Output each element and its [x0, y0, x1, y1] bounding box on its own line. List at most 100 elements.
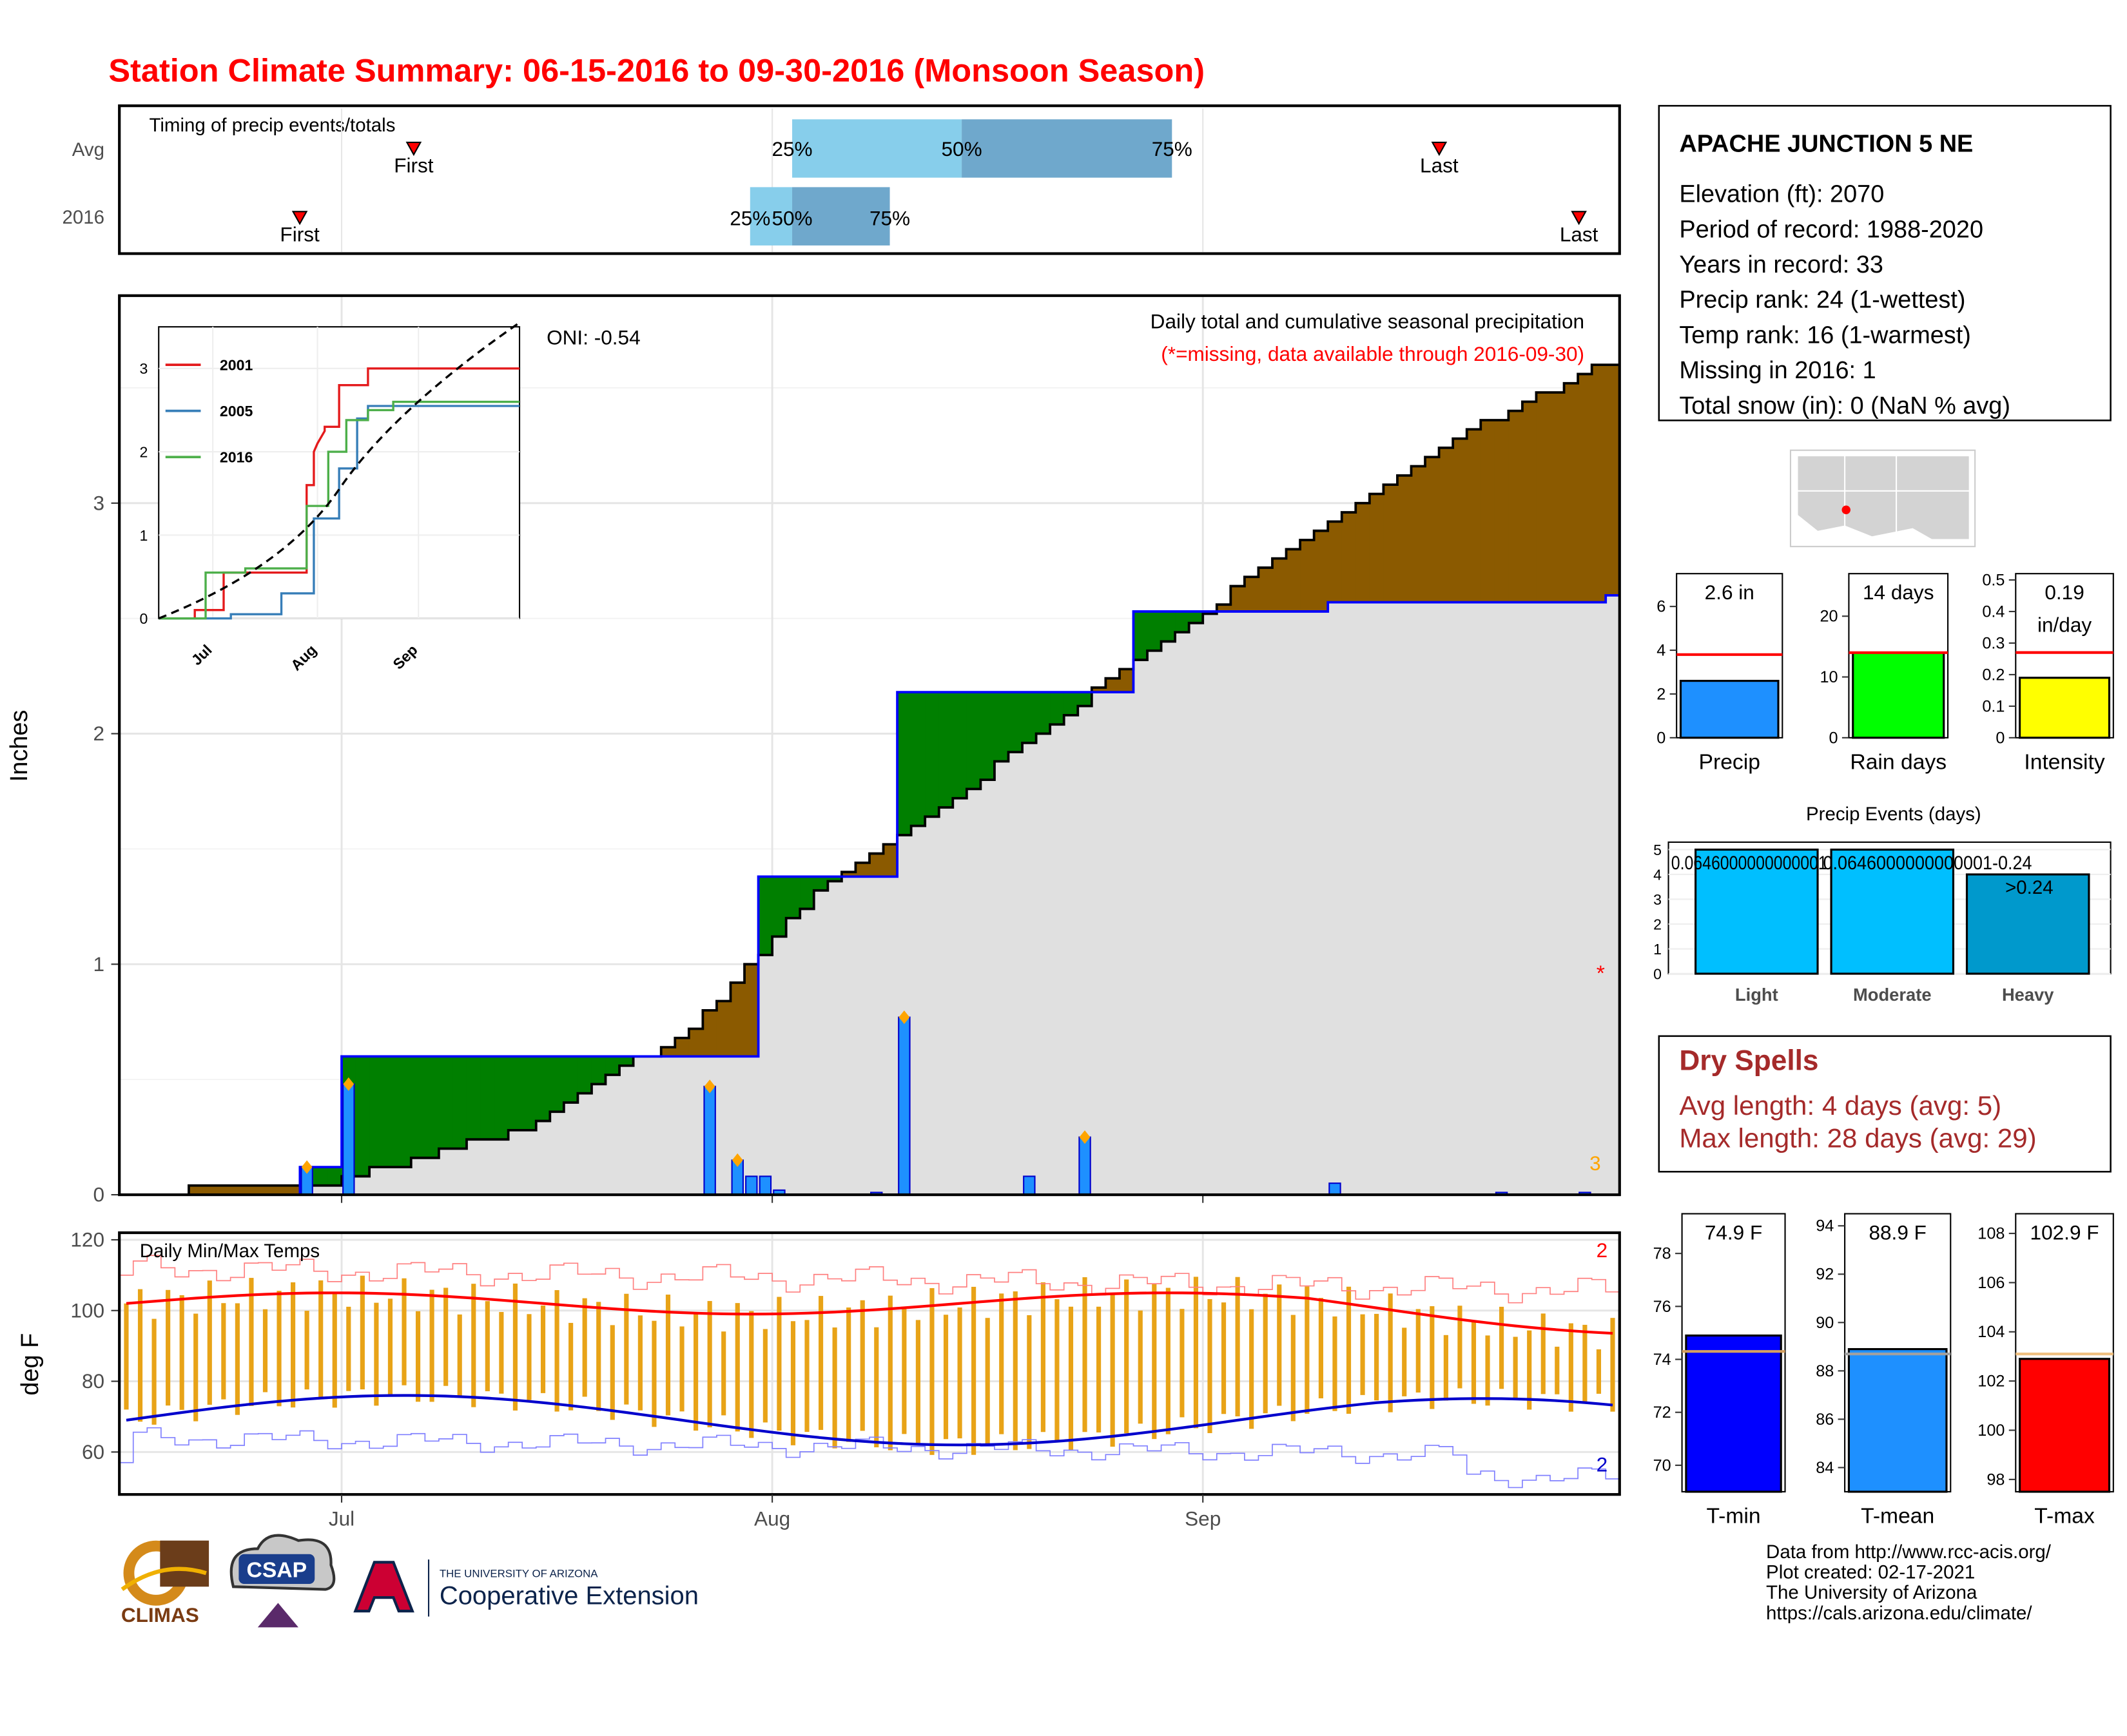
precip-departure-bar [425, 1056, 440, 1158]
station-temp-rank: Temp rank: 16 (1-warmest) [1679, 322, 1971, 349]
footer-created: Plot created: 02-17-2021 [1766, 1562, 1975, 1583]
precip-departure-bar [438, 1056, 454, 1149]
precip-departure-bar [1494, 420, 1509, 603]
temp-ytick-label: 60 [82, 1440, 104, 1463]
daily-temp-range-bar [1054, 1299, 1060, 1442]
daily-temp-range-bar [1152, 1283, 1157, 1440]
station-missing: Missing in 2016: 1 [1679, 357, 1876, 384]
precip-departure-bar [578, 1056, 592, 1094]
daily-temp-range-bar [1013, 1291, 1018, 1451]
daily-temp-range-bar [957, 1307, 962, 1439]
tmax-ytick-label: 106 [1977, 1274, 2005, 1292]
precip-departure-bar [953, 692, 967, 798]
temperature-summary-charts: 70 72 74 76 78 74.9 F T-min 84 86 88 90 92 94 88.9 F T… [1653, 1213, 2114, 1528]
precip-departure-bar [244, 1185, 259, 1195]
events-ytick-label: 4 [1653, 866, 1662, 883]
timing-2016-first-marker [291, 211, 308, 226]
daily-temp-range-bar [527, 1314, 532, 1400]
timing-avg-last-label: Last [1420, 153, 1459, 177]
precip_total-category-label: Precip [1699, 750, 1760, 774]
precip-departure-bar [1216, 604, 1231, 612]
events-ytick-label: 3 [1653, 891, 1662, 908]
precip-departure-bar [1230, 586, 1245, 612]
precip-departure-bar [619, 1056, 634, 1066]
precip-departure-bar [272, 1185, 287, 1195]
tmean-ytick-label: 90 [1816, 1314, 1834, 1332]
daily-temp-range-bar [1305, 1286, 1310, 1414]
daily-precip-bar [703, 1085, 716, 1196]
precip-departure-bar [605, 1056, 620, 1075]
daily-temp-range-bar [1360, 1314, 1365, 1395]
precip-departure-bar [1355, 503, 1370, 603]
precip-ytick-label: 2 [93, 722, 104, 745]
inset-series-2001 [159, 367, 520, 620]
daily-temp-range-bar [137, 1289, 143, 1422]
daily-temp-range-bar [637, 1315, 643, 1411]
station-name: APACHE JUNCTION 5 NE [1679, 131, 1973, 158]
tmin-ytick-label: 72 [1653, 1403, 1671, 1422]
daily-temp-range-bar [749, 1311, 754, 1438]
events-bar-moderate [1830, 848, 1955, 975]
daily-temp-range-bar [1277, 1284, 1282, 1406]
csap-logo-text: CSAP [247, 1559, 307, 1583]
daily-temp-range-bar [790, 1321, 796, 1445]
precip-ytick-label: 0 [93, 1183, 104, 1206]
precip-departure-bar [1314, 530, 1328, 612]
daily-temp-range-bar [1193, 1277, 1199, 1429]
precip-departure-bar [966, 692, 982, 789]
timing-2016-last-marker [1571, 211, 1587, 226]
avg-high-line [126, 1291, 1613, 1335]
precip-ytick-label: 1 [93, 952, 104, 976]
tmean-category-label: T-mean [1861, 1504, 1934, 1528]
daily-temp-range-bar [1235, 1277, 1240, 1416]
daily-temp-range-bar [291, 1282, 296, 1408]
station-precip-rank: Precip rank: 24 (1-wettest) [1679, 287, 1965, 314]
precip-departure-bar [938, 692, 953, 808]
daily-temp-range-bar [1415, 1309, 1421, 1393]
precip-departure-bar [1286, 549, 1301, 612]
precip-departure-bar [1091, 687, 1106, 693]
timing-2016-q50-75 [792, 187, 890, 246]
precip-departure-bar [1411, 466, 1426, 603]
dry-spells-avg: Avg length: 4 days (avg: 5) [1679, 1090, 2001, 1121]
intensity-ytick-label: 0.5 [1982, 571, 2005, 589]
daily-temp-range-bar [1221, 1302, 1227, 1414]
events-category-label: Moderate [1853, 985, 1932, 1005]
temp-marks [119, 1255, 1620, 1489]
events-ytick-label: 5 [1653, 842, 1662, 858]
dry-spells-title: Dry Spells [1679, 1045, 1818, 1076]
daily-temp-range-bar [179, 1295, 184, 1410]
timing-2016-q25-label: 25% [730, 206, 770, 229]
daily-temp-range-bar [568, 1322, 574, 1411]
events-bar-heavy [1965, 873, 2090, 975]
daily-precip-bar [745, 1175, 758, 1196]
precip-departure-bar [883, 844, 898, 877]
daily-temp-range-bar [485, 1301, 490, 1391]
daily-temp-range-bar [235, 1303, 240, 1415]
daily-temp-range-bar [499, 1312, 504, 1394]
daily-temp-range-bar [277, 1291, 282, 1407]
ua-logo: THE UNIVERSITY OF ARIZONA Cooperative Ex… [353, 1559, 699, 1617]
daily-temp-range-bar [818, 1296, 824, 1431]
timing-row-2016: 2016 [63, 207, 105, 228]
record-high-line [119, 1255, 1620, 1304]
oni-value: ONI: -0.54 [547, 326, 641, 349]
daily-temp-range-bar [1263, 1293, 1268, 1414]
precip-departure-bar [758, 876, 773, 955]
rain_days-ytick-label: 0 [1829, 729, 1838, 747]
daily-temp-range-bar [1596, 1349, 1602, 1394]
daily-temp-range-bar [1443, 1335, 1448, 1401]
daily-temp-range-bar [846, 1307, 851, 1442]
timing-avg-q50-label: 50% [942, 137, 982, 160]
precip_total-ytick-label: 2 [1656, 685, 1666, 703]
precip-departure-bar [355, 1056, 370, 1177]
daily-temp-range-bar [304, 1311, 309, 1390]
daily-temp-range-bar [985, 1318, 990, 1445]
precip-departure-bar [1105, 678, 1120, 693]
daily-temp-range-bar [207, 1280, 212, 1405]
inset-ytick-label: 3 [140, 360, 148, 377]
daily-temp-range-bar [415, 1311, 421, 1402]
timing-avg-q50-75 [962, 119, 1172, 178]
